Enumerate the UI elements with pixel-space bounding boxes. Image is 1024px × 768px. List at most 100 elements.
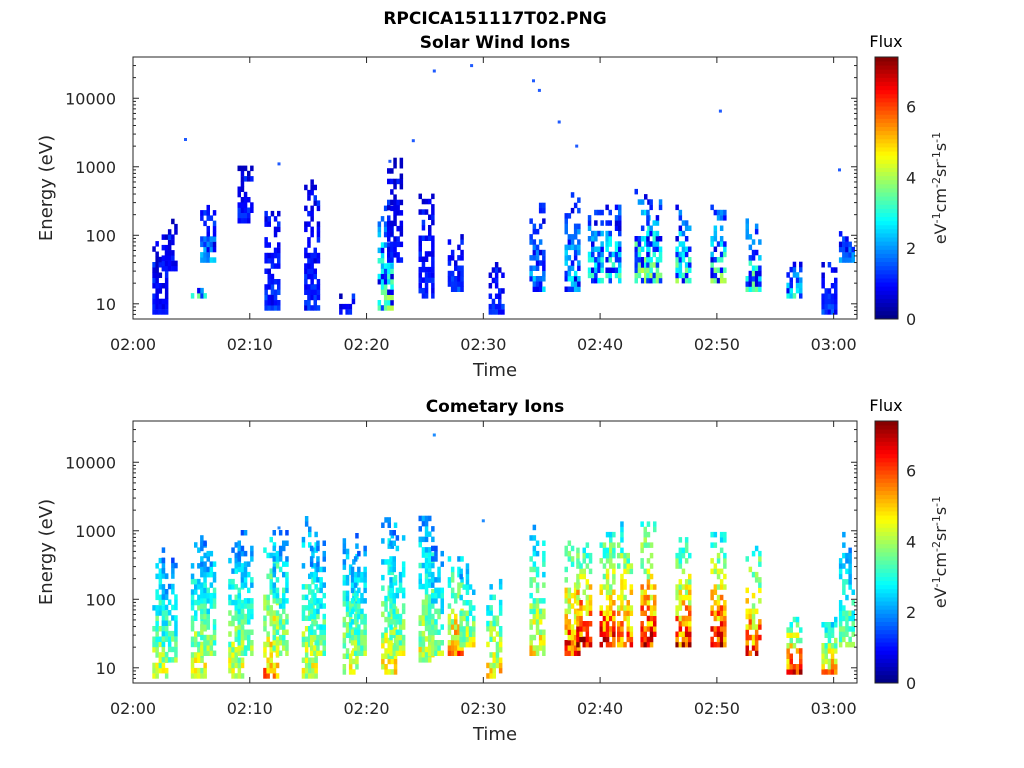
heatmap-cell (459, 594, 463, 601)
heatmap-cell (644, 241, 648, 247)
heatmap-cell (492, 594, 496, 601)
heatmap-cell (529, 566, 533, 573)
heatmap-cell (492, 652, 496, 658)
heatmap-cell (243, 191, 248, 198)
heatmap-cell (243, 613, 248, 620)
y-tick-label: 1000 (75, 158, 116, 177)
heatmap-cell (612, 568, 616, 575)
heatmap-cell (637, 257, 642, 263)
heatmap-cell (428, 230, 432, 236)
heatmap-cell (465, 589, 470, 595)
heatmap-cell (491, 298, 496, 305)
heatmap-cell (212, 640, 217, 646)
colorbar-tick-label: 4 (906, 532, 916, 551)
heatmap-cell (611, 251, 616, 258)
heatmap-cell (304, 205, 308, 212)
heatmap-cell (585, 552, 590, 559)
heatmap-cell (316, 650, 320, 656)
heatmap-cell (655, 267, 660, 273)
colorbar-swatch (875, 486, 898, 491)
heatmap-cell (250, 207, 254, 213)
heatmap-cell (264, 268, 268, 274)
heatmap-cell (719, 626, 724, 632)
heatmap-cell (582, 636, 586, 643)
heatmap-cell (206, 231, 210, 237)
heatmap-cell (421, 552, 426, 558)
heatmap-cell (310, 263, 314, 269)
heatmap-cell (431, 552, 435, 558)
heatmap-point (532, 79, 535, 83)
heatmap-cell (649, 615, 654, 622)
heatmap-cell (597, 262, 601, 268)
heatmap-cell (231, 673, 235, 679)
heatmap-cell (567, 598, 572, 604)
heatmap-cell (658, 236, 663, 242)
heatmap-cell (468, 610, 473, 616)
heatmap-cell (447, 619, 452, 625)
heatmap-cell (310, 184, 314, 191)
heatmap-cell (203, 662, 207, 669)
heatmap-cell (304, 289, 308, 295)
heatmap-cell (203, 624, 207, 630)
heatmap-cell (538, 281, 543, 287)
heatmap-cell (643, 526, 647, 533)
colorbar-swatch (875, 547, 898, 553)
colorbar-swatch (875, 269, 898, 275)
heatmap-cell (599, 558, 603, 564)
colorbar-swatch (875, 670, 898, 676)
heatmap-cell (304, 279, 308, 285)
heatmap-cell (486, 626, 490, 632)
heatmap-cell (316, 540, 320, 546)
heatmap-cell (277, 252, 281, 259)
heatmap-cell (275, 592, 280, 599)
heatmap-cell (339, 303, 343, 310)
heatmap-cell (609, 615, 613, 622)
heatmap-cell (751, 571, 756, 578)
heatmap-cell (310, 205, 314, 212)
heatmap-cell (194, 578, 198, 585)
heatmap-cell (357, 645, 361, 651)
heatmap-cell (250, 650, 254, 656)
heatmap-cell (609, 605, 613, 611)
heatmap-cell (542, 629, 546, 635)
heatmap-cell (465, 631, 470, 637)
heatmap-cell (353, 650, 358, 656)
heatmap-cell (719, 531, 724, 538)
heatmap-cell (200, 241, 204, 248)
heatmap-cell (716, 610, 721, 616)
heatmap-cell (275, 615, 280, 621)
heatmap-cell (231, 647, 235, 653)
heatmap-cell (612, 631, 616, 637)
heatmap-cell (821, 648, 825, 654)
heatmap-cell (269, 652, 273, 658)
heatmap-cell (614, 246, 619, 252)
heatmap-cell (827, 658, 832, 665)
heatmap-cell (350, 619, 355, 625)
heatmap-cell (626, 621, 630, 627)
heatmap-cell (602, 552, 607, 559)
heatmap-cell (723, 537, 727, 543)
heatmap-cell (234, 552, 238, 559)
heatmap-cell (311, 673, 315, 679)
heatmap-cell (577, 207, 581, 214)
heatmap-cell (567, 645, 572, 651)
heatmap-cell (275, 650, 280, 656)
heatmap-cell (488, 309, 493, 315)
heatmap-cell (234, 662, 238, 669)
heatmap-cell (308, 626, 312, 632)
heatmap-cell (754, 608, 759, 615)
heatmap-cell (538, 223, 543, 230)
heatmap-cell (308, 636, 312, 642)
heatmap-cell (421, 536, 426, 543)
heatmap-cell (460, 645, 464, 651)
heatmap-cell (795, 622, 800, 628)
heatmap-cell (567, 640, 572, 646)
heatmap-cell (498, 610, 503, 616)
heatmap-cell (457, 640, 461, 646)
heatmap-cell (428, 515, 432, 522)
heatmap-cell (678, 230, 683, 237)
heatmap-cell (830, 664, 835, 670)
heatmap-cell (617, 594, 621, 601)
heatmap-cell (585, 563, 590, 569)
heatmap-cell (486, 662, 490, 669)
